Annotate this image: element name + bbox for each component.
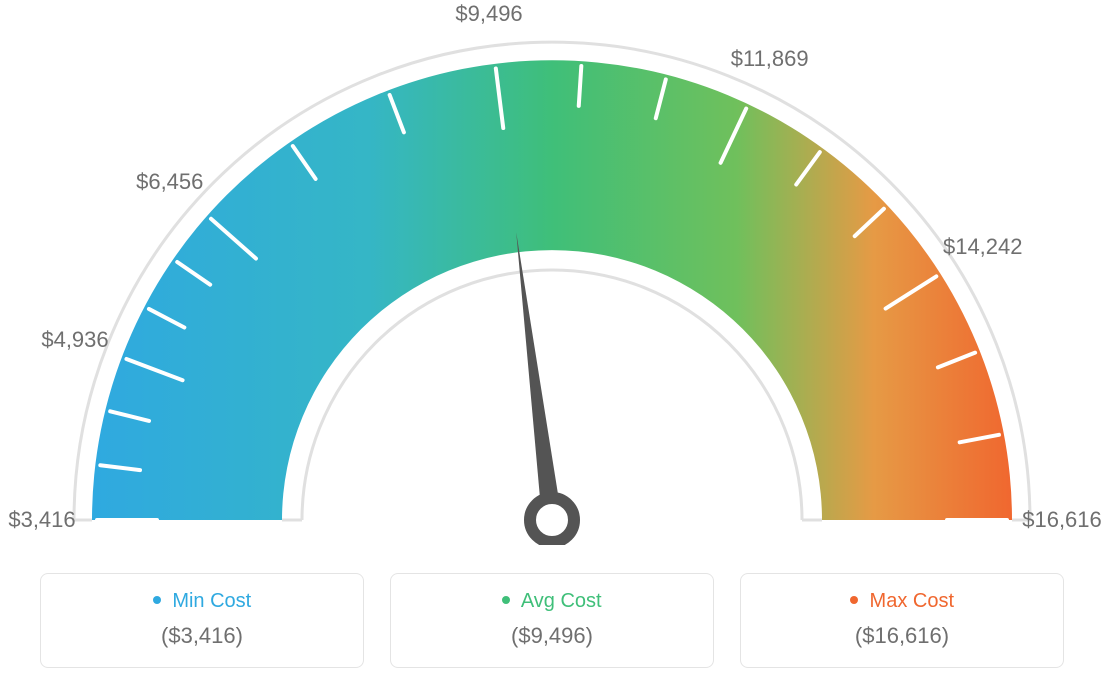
gauge-tick-label: $9,496 [455,1,522,27]
min-cost-value: ($3,416) [51,623,353,649]
avg-cost-title: Avg Cost [401,590,703,613]
summary-cards: Min Cost ($3,416) Avg Cost ($9,496) Max … [0,573,1104,668]
max-cost-card: Max Cost ($16,616) [740,573,1064,668]
gauge-chart: $3,416 $4,936 $6,456 $9,496 $11,869 $14,242 $1… [0,0,1104,545]
gauge-tick-label: $11,869 [731,46,809,72]
gauge-svg [0,0,1104,545]
gauge-tick-label: $6,456 [136,169,203,195]
min-cost-title-text: Min Cost [172,590,251,612]
min-cost-dot-icon [153,596,161,604]
gauge-tick-label: $16,616 [1022,507,1102,533]
gauge-tick-label: $14,242 [943,234,1023,260]
max-cost-dot-icon [850,596,858,604]
gauge-tick-label: $3,416 [8,507,75,533]
avg-cost-value: ($9,496) [401,623,703,649]
min-cost-title: Min Cost [51,590,353,613]
gauge-tick-label: $4,936 [41,327,108,353]
max-cost-title-text: Max Cost [870,590,954,612]
min-cost-card: Min Cost ($3,416) [40,573,364,668]
avg-cost-dot-icon [502,596,510,604]
avg-cost-card: Avg Cost ($9,496) [390,573,714,668]
avg-cost-title-text: Avg Cost [521,590,602,612]
max-cost-value: ($16,616) [751,623,1053,649]
max-cost-title: Max Cost [751,590,1053,613]
